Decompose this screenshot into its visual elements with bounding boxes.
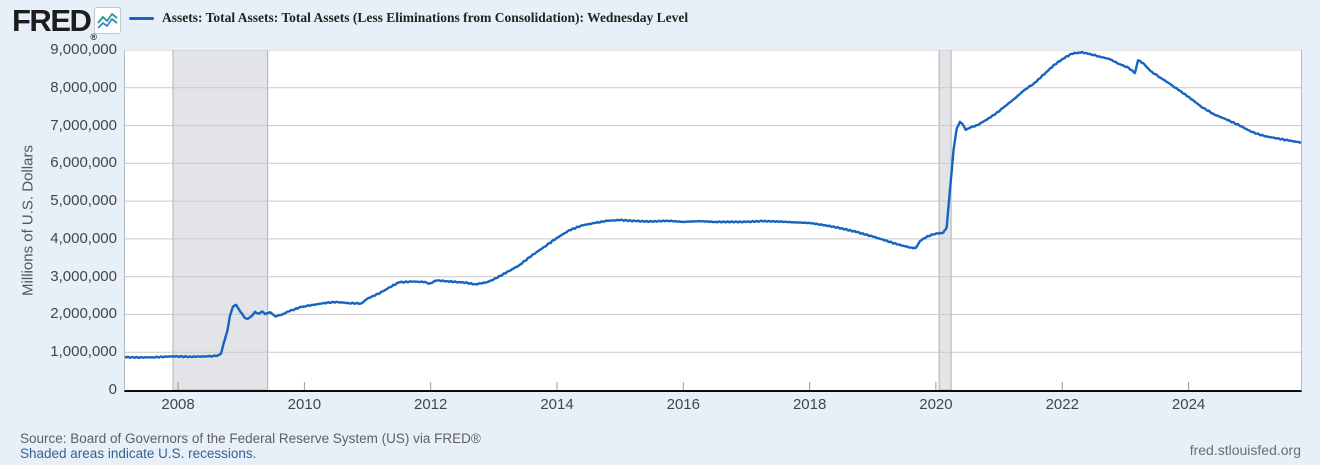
recession-band	[172, 50, 269, 390]
y-axis-tick-label: 3,000,000	[50, 267, 117, 285]
x-axis-tick-label: 2008	[161, 396, 195, 413]
x-axis-tick-label: 2014	[540, 396, 574, 413]
x-axis-tick-label: 2016	[666, 396, 700, 413]
fred-site-link[interactable]: fred.stlouisfed.org	[1189, 442, 1301, 458]
fred-logo[interactable]: FRED®	[12, 3, 98, 42]
fred-logo-text: FRED	[12, 3, 92, 38]
y-axis-tick-label: 1,000,000	[50, 343, 117, 361]
registered-mark: ®	[90, 32, 98, 42]
y-axis-tick-label: 7,000,000	[50, 116, 117, 134]
y-axis-tick-label: 0	[108, 381, 117, 398]
x-axis-tick-label: 2024	[1171, 396, 1206, 413]
x-axis-tick-label: 2022	[1045, 396, 1079, 413]
legend-item[interactable]: Assets: Total Assets: Total Assets (Less…	[129, 10, 688, 26]
y-axis-tick-label: 9,000,000	[50, 41, 117, 58]
recession-note-link[interactable]: Shaded areas indicate U.S. recessions.	[20, 446, 257, 461]
y-axis-tick-label: 5,000,000	[50, 192, 117, 210]
data-line-series	[125, 50, 1301, 360]
recession-band	[938, 50, 952, 390]
legend-line-swatch	[129, 16, 154, 20]
y-axis-tick-label: 8,000,000	[50, 78, 117, 96]
y-axis-tick-label: 6,000,000	[50, 154, 117, 172]
x-axis-tick-label: 2018	[792, 396, 827, 413]
x-axis-tick-label: 2012	[413, 396, 448, 413]
y-axis-tick-label: 4,000,000	[50, 229, 117, 247]
legend-label: Assets: Total Assets: Total Assets (Less…	[162, 10, 689, 25]
line-chart-icon	[94, 7, 121, 34]
plot-area[interactable]	[124, 50, 1302, 392]
plot-svg	[125, 50, 1301, 390]
y-axis-tick-label: 2,000,000	[50, 305, 117, 323]
source-text: Source: Board of Governors of the Federa…	[20, 431, 481, 446]
x-axis-tick-label: 2020	[919, 396, 953, 413]
y-axis-title: Millions of U.S. Dollars	[19, 145, 37, 296]
x-axis-tick-label: 2010	[287, 396, 322, 413]
